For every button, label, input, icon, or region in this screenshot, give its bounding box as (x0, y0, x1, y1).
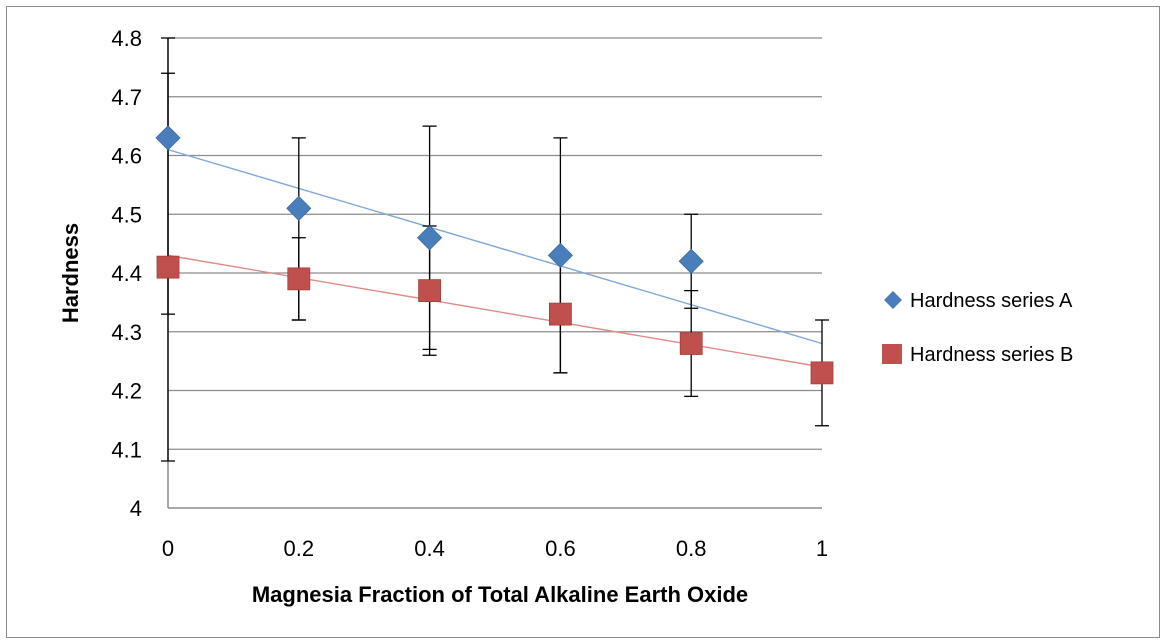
y-axis-title: Hardness (58, 223, 83, 323)
y-tick-label: 4.6 (111, 144, 142, 169)
x-tick-label: 0.2 (284, 536, 315, 561)
x-tick-label: 0 (162, 536, 174, 561)
data-point-a (417, 225, 443, 251)
y-tick-labels: 4 4.1 4.2 4.3 4.4 4.5 4.6 4.7 4.8 (111, 26, 142, 521)
y-tick-label: 4.8 (111, 26, 142, 51)
chart-frame (6, 6, 1160, 638)
data-point-b (287, 267, 311, 291)
trendline (167, 254, 823, 368)
legend: Hardness series A Hardness series B (882, 290, 1073, 366)
y-tick-label: 4.7 (111, 85, 142, 110)
data-point-a (286, 195, 312, 221)
y-tick-label: 4.4 (111, 261, 142, 286)
data-point-b (679, 332, 703, 355)
x-tick-labels: 0 0.2 0.4 0.6 0.8 1 (162, 536, 828, 561)
x-tick-label: 0.4 (414, 536, 445, 561)
x-tick-label: 0.6 (545, 536, 576, 561)
data-point-b (549, 302, 572, 326)
trendlines (167, 148, 823, 368)
data-point-a (547, 242, 573, 268)
data-point-b (418, 279, 442, 303)
data-point-b (810, 361, 834, 385)
trendline (167, 148, 823, 345)
data-point-a (155, 125, 181, 151)
y-tick-label: 4.1 (111, 437, 142, 462)
y-tick-label: 4.5 (111, 202, 142, 227)
x-tick-label: 1 (816, 536, 828, 561)
legend-marker-series-b (882, 344, 902, 364)
error-bars (161, 37, 829, 462)
data-point-b (156, 255, 180, 279)
y-tick-label: 4.2 (111, 379, 142, 404)
x-axis-title: Magnesia Fraction of Total Alkaline Eart… (252, 582, 748, 607)
legend-marker-series-a (884, 291, 902, 309)
legend-label: Hardness series B (910, 344, 1073, 366)
data-point-a (678, 248, 704, 274)
gridlines (168, 37, 822, 450)
y-tick-label: 4.3 (111, 320, 142, 345)
x-tick-label: 0.8 (676, 536, 707, 561)
legend-label: Hardness series A (910, 290, 1073, 312)
data-markers (155, 125, 834, 385)
y-tick-label: 4 (130, 496, 142, 521)
